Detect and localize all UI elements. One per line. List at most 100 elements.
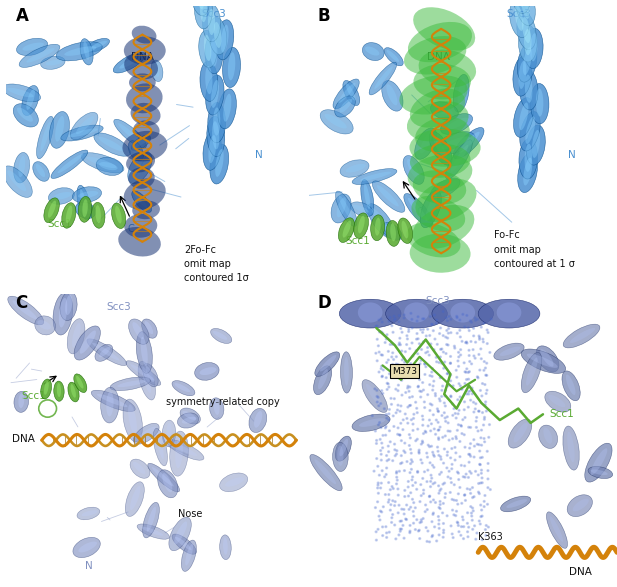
Circle shape [445,317,447,319]
Circle shape [398,504,400,506]
Circle shape [471,512,473,514]
Ellipse shape [62,203,76,228]
Ellipse shape [114,119,146,148]
Circle shape [386,338,387,340]
Ellipse shape [340,160,369,177]
Circle shape [394,398,395,400]
Ellipse shape [56,42,102,61]
Circle shape [489,489,491,490]
Circle shape [468,527,470,528]
Circle shape [463,526,465,528]
Circle shape [452,537,454,538]
Circle shape [429,335,431,336]
Circle shape [437,410,439,411]
Circle shape [389,316,391,318]
Ellipse shape [81,510,97,516]
Circle shape [386,537,387,538]
Circle shape [386,455,387,457]
Circle shape [420,519,422,521]
Circle shape [410,437,412,439]
Circle shape [407,385,409,387]
Circle shape [378,515,380,517]
Ellipse shape [180,408,201,424]
Ellipse shape [339,299,401,328]
Circle shape [481,473,482,474]
Circle shape [424,504,426,506]
Circle shape [434,338,436,340]
Circle shape [460,349,462,350]
Ellipse shape [200,61,218,102]
Circle shape [458,356,460,357]
Circle shape [392,332,394,333]
Circle shape [436,361,437,363]
Circle shape [389,409,391,410]
Circle shape [466,368,468,370]
Circle shape [473,402,474,403]
Ellipse shape [96,157,123,176]
Circle shape [394,524,395,526]
Circle shape [442,537,444,538]
Circle shape [439,377,441,379]
Circle shape [429,375,431,376]
Ellipse shape [547,512,568,548]
Circle shape [404,490,406,491]
Circle shape [387,482,389,484]
Ellipse shape [390,223,396,241]
Circle shape [409,472,411,474]
Ellipse shape [7,88,34,97]
Circle shape [482,341,484,343]
Circle shape [466,341,468,343]
Circle shape [377,482,379,484]
Circle shape [473,411,475,413]
Circle shape [470,506,471,507]
Circle shape [434,502,436,504]
Text: contoured at 1 σ: contoured at 1 σ [494,259,574,269]
Circle shape [465,342,466,343]
Circle shape [416,320,418,322]
Circle shape [451,448,453,450]
Circle shape [421,318,423,320]
Ellipse shape [211,80,219,108]
Circle shape [408,375,410,376]
Circle shape [463,434,465,436]
Circle shape [454,447,456,448]
Circle shape [476,319,478,321]
Circle shape [420,484,421,485]
Ellipse shape [353,205,369,212]
Circle shape [485,375,487,376]
Ellipse shape [213,107,220,136]
Circle shape [393,366,395,368]
Ellipse shape [513,423,528,443]
Circle shape [404,351,406,353]
Circle shape [386,417,387,419]
Circle shape [389,430,391,431]
Circle shape [408,367,410,369]
Circle shape [379,487,381,489]
Circle shape [456,376,458,378]
Circle shape [430,501,432,503]
Ellipse shape [124,53,158,79]
Circle shape [411,479,413,481]
Ellipse shape [213,331,227,340]
Ellipse shape [59,298,67,328]
Circle shape [418,375,420,376]
Circle shape [469,447,471,449]
Circle shape [478,491,479,493]
Circle shape [470,427,471,429]
Ellipse shape [44,198,59,222]
Circle shape [439,333,441,335]
Circle shape [405,518,407,520]
Circle shape [377,484,379,486]
Circle shape [393,315,395,317]
Circle shape [410,448,412,450]
Circle shape [438,519,440,521]
Circle shape [442,463,444,464]
Ellipse shape [151,60,163,82]
Circle shape [378,351,380,353]
Circle shape [409,386,411,388]
Ellipse shape [521,349,566,373]
Circle shape [404,442,406,444]
Ellipse shape [41,56,65,69]
Circle shape [486,450,488,452]
Ellipse shape [410,144,471,178]
